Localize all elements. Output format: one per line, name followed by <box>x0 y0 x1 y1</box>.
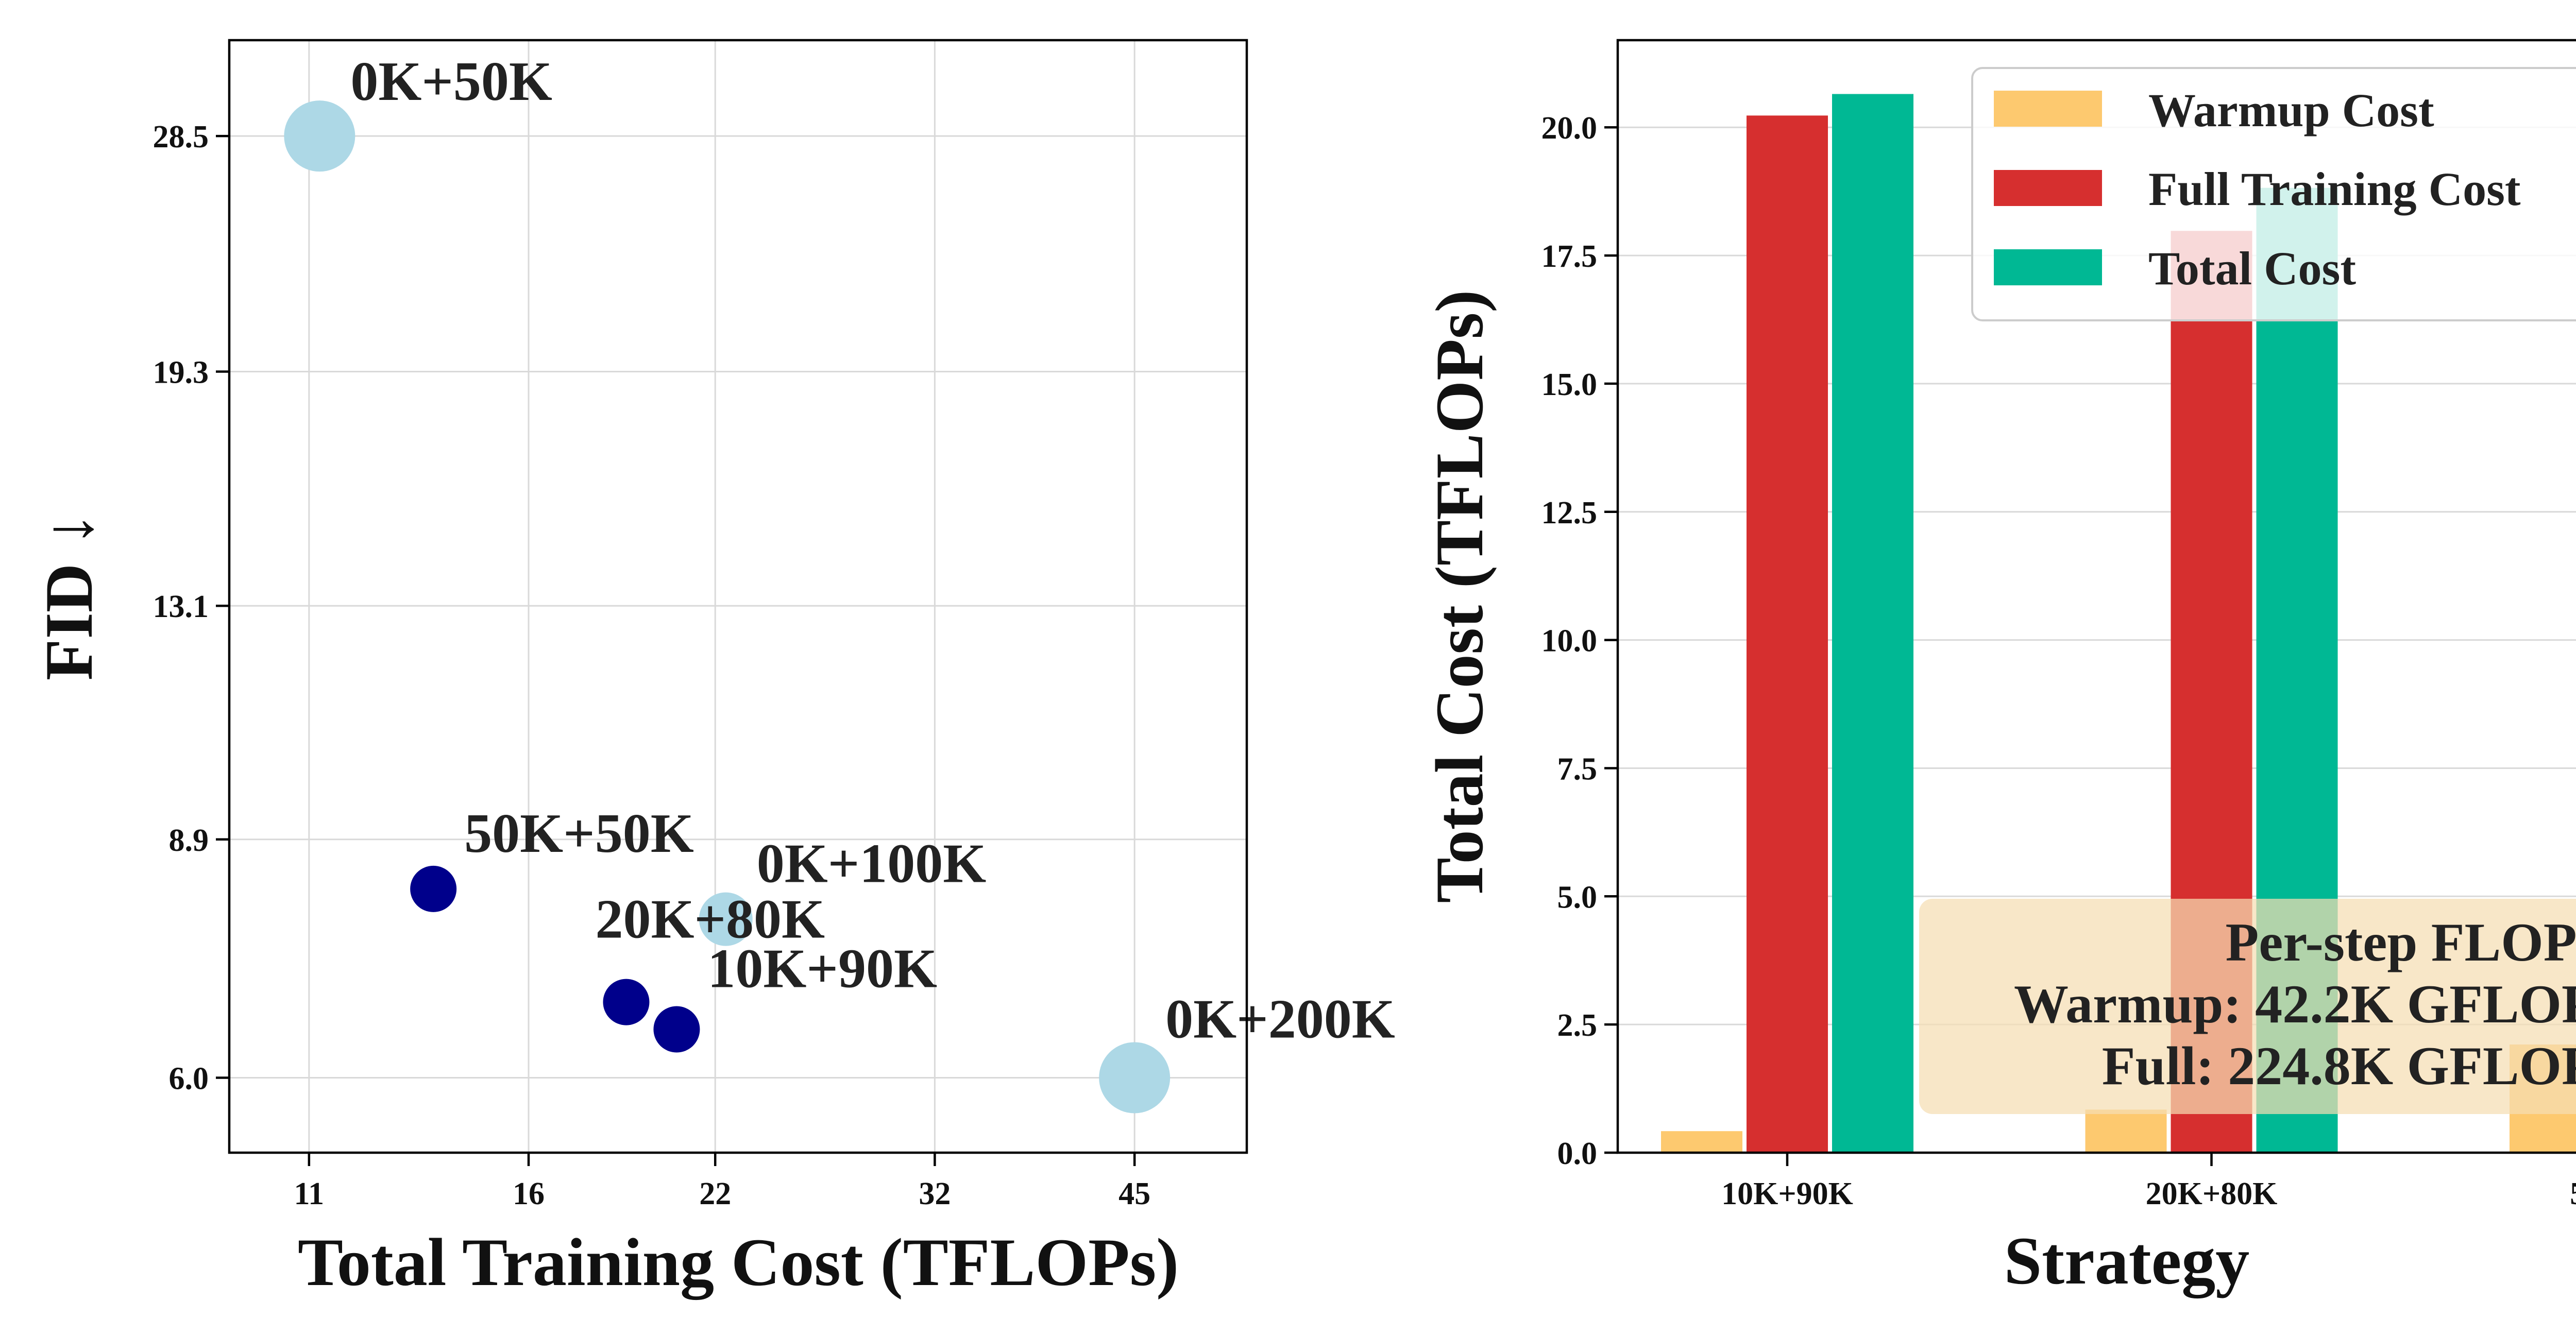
legend-swatch-warmup <box>1994 91 2102 127</box>
scatter-point-label: 50K+50K <box>464 803 694 864</box>
scatter-y-tick-label: 13.1 <box>153 589 209 624</box>
scatter-x-tick-label: 32 <box>919 1176 951 1211</box>
flops-annotation: Per-step FLOPs: Warmup: 42.2K GFLOPs Ful… <box>1919 899 2576 1114</box>
scatter-y-axis-label: FID ↓ <box>31 512 107 680</box>
bar-plot-frame <box>1616 39 2576 1154</box>
scatter-point <box>699 892 753 946</box>
bar-y-tick-label: 7.5 <box>1557 751 1598 786</box>
bar-y-tick-label: 15.0 <box>1541 367 1598 402</box>
scatter-y-ticks: 6.0 8.9 13.1 19.3 28.5 <box>153 119 229 1096</box>
scatter-x-tick-label: 45 <box>1118 1176 1150 1211</box>
bar-chart: Per-step FLOPs: Warmup: 42.2K GFLOPs Ful… <box>1421 39 2576 1298</box>
annotation-box <box>1919 899 2576 1114</box>
scatter-y-tick-label: 8.9 <box>169 823 209 858</box>
annotation-line-2: Warmup: 42.2K GFLOPs <box>2014 974 2576 1034</box>
annotation-line-3: Full: 224.8K GFLOPs <box>2102 1036 2576 1096</box>
bar-y-tick-label: 17.5 <box>1541 239 1598 274</box>
bar-x-tick-label: 20K+80K <box>2146 1176 2278 1211</box>
bar-series <box>1661 94 2576 1153</box>
bar-x-tick-label: 50K+50K <box>2570 1176 2576 1211</box>
bar-y-tick-label: 12.5 <box>1541 495 1598 530</box>
bar-x-axis-label: Strategy <box>2004 1223 2250 1298</box>
scatter-x-tick-label: 22 <box>699 1176 731 1211</box>
scatter-x-tick-label: 16 <box>513 1176 545 1211</box>
scatter-point <box>1099 1042 1171 1114</box>
legend-label-full: Full Training Cost <box>2148 163 2521 215</box>
bar-full-training-cost <box>1747 115 1828 1153</box>
bar-y-tick-label: 5.0 <box>1557 880 1598 915</box>
bar-legend: Warmup Cost Full Training Cost Total Cos… <box>1971 67 2576 321</box>
scatter-x-axis-label: Total Training Cost (TFLOPs) <box>298 1224 1179 1300</box>
scatter-point <box>284 100 355 172</box>
scatter-x-tick-label: 11 <box>294 1176 325 1211</box>
scatter-point-label: 20K+80K <box>595 889 825 950</box>
scatter-plot-frame <box>228 39 1248 1154</box>
scatter-point-label: 10K+90K <box>707 938 937 1000</box>
scatter-y-tick-label: 28.5 <box>153 119 209 155</box>
bar-y-tick-label: 10.0 <box>1541 624 1598 659</box>
scatter-point <box>603 979 650 1025</box>
bar-y-tick-label: 0.0 <box>1557 1136 1598 1171</box>
scatter-y-tick-label: 19.3 <box>153 355 209 390</box>
legend-label-total: Total Cost <box>2148 242 2356 295</box>
bar-y-tick-label: 2.5 <box>1557 1008 1598 1043</box>
bar-y-ticks: 0.0 2.5 5.0 7.5 10.0 12.5 15.0 17.5 20.0 <box>1541 111 1618 1171</box>
scatter-point-label: 0K+50K <box>350 51 552 112</box>
scatter-point-label: 0K+200K <box>1165 988 1395 1050</box>
legend-box <box>1971 67 2576 321</box>
bar-warmup-cost <box>2085 1109 2167 1153</box>
bar-y-tick-label: 20.0 <box>1541 111 1598 146</box>
legend-swatch-total <box>1994 249 2102 285</box>
scatter-x-ticks: 11 16 22 32 45 <box>294 1153 1150 1211</box>
legend-label-warmup: Warmup Cost <box>2148 84 2434 136</box>
bar-total-cost <box>1832 94 1913 1153</box>
legend-swatch-full <box>1994 170 2102 206</box>
scatter-y-tick-label: 6.0 <box>169 1061 209 1096</box>
scatter-point <box>410 865 457 912</box>
scatter-point <box>653 1006 700 1053</box>
scatter-gridlines <box>229 40 1247 1153</box>
bar-x-tick-label: 10K+90K <box>1721 1176 1853 1211</box>
bar-warmup-cost <box>1661 1131 1742 1153</box>
bar-x-ticks: 10K+90K 20K+80K 50K+50K <box>1721 1153 2576 1211</box>
scatter-point-label: 0K+100K <box>757 833 987 895</box>
annotation-line-1: Per-step FLOPs: <box>2226 912 2576 972</box>
bar-y-axis-label: Total Cost (TFLOPs) <box>1421 290 1497 903</box>
